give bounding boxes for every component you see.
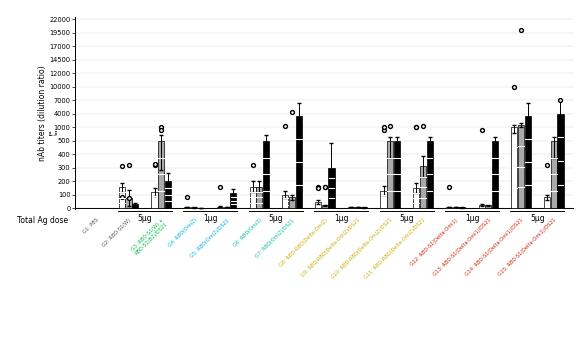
Bar: [289, 197, 295, 208]
Bar: [426, 141, 433, 208]
Text: Total Ag dose: Total Ag dose: [17, 216, 68, 225]
Bar: [525, 116, 531, 208]
Bar: [361, 207, 367, 208]
Bar: [446, 207, 452, 208]
Bar: [282, 195, 288, 208]
Bar: [249, 187, 256, 208]
Bar: [256, 187, 263, 208]
Text: G13: RBD-S1(Delta-Omi1)/DS21: G13: RBD-S1(Delta-Omi1)/DS21: [432, 218, 492, 277]
Text: 5μg: 5μg: [399, 214, 414, 223]
Bar: [485, 205, 491, 208]
Text: G15: RBD-S1(Delta-Omi1)/DS21: G15: RBD-S1(Delta-Omi1)/DS21: [498, 218, 557, 277]
Bar: [151, 192, 158, 208]
Text: 5μg: 5μg: [269, 214, 283, 223]
Text: G2: RBD-S1(W): G2: RBD-S1(W): [102, 218, 132, 248]
Y-axis label: nAb titers (dilution ratio): nAb titers (dilution ratio): [38, 65, 46, 161]
Bar: [263, 141, 269, 208]
Bar: [387, 141, 393, 208]
Bar: [125, 198, 132, 208]
Bar: [452, 207, 459, 208]
Bar: [459, 207, 465, 208]
Bar: [413, 188, 419, 208]
Bar: [550, 141, 557, 208]
Bar: [119, 187, 125, 208]
Text: G4: RBD(Omi2): G4: RBD(Omi2): [167, 218, 198, 248]
Bar: [328, 168, 335, 208]
Bar: [191, 207, 197, 208]
Bar: [348, 207, 354, 208]
Bar: [315, 202, 321, 208]
Bar: [165, 181, 171, 208]
Bar: [224, 207, 230, 208]
Bar: [158, 141, 164, 208]
Text: G9: RBD-RBD(Delta-Omi2)/DS21: G9: RBD-RBD(Delta-Omi2)/DS21: [300, 218, 361, 278]
Text: G5: RBD(Omi2)/DS21: G5: RBD(Omi2)/DS21: [189, 218, 230, 259]
Text: G8: RBD-RBD(Delta-Omi2): G8: RBD-RBD(Delta-Omi2): [278, 218, 328, 268]
Text: 1μg: 1μg: [465, 214, 479, 223]
Bar: [354, 207, 361, 208]
Text: 1μg: 1μg: [203, 214, 218, 223]
Bar: [296, 116, 302, 208]
Text: G14: RBD-S1(Delta-Omi1)/DS21: G14: RBD-S1(Delta-Omi1)/DS21: [465, 218, 524, 277]
Bar: [478, 205, 485, 208]
Text: G7: RBD(Omi2)/DS21: G7: RBD(Omi2)/DS21: [255, 218, 296, 259]
Bar: [492, 141, 498, 208]
Text: 1μg: 1μg: [334, 214, 349, 223]
Text: G6: RBD(Omi3): G6: RBD(Omi3): [233, 218, 263, 248]
Bar: [322, 205, 328, 208]
Text: G12: RBD-S1(Delta-Omi1): G12: RBD-S1(Delta-Omi1): [410, 218, 459, 267]
Text: G10: RBD-RBD(Delta-Omi2)/DS21: G10: RBD-RBD(Delta-Omi2)/DS21: [331, 218, 394, 280]
Bar: [184, 207, 190, 208]
Text: G3: RBD-S1(W) +
RBD-S1(B2)/DS21: G3: RBD-S1(W) + RBD-S1(B2)/DS21: [130, 218, 169, 256]
Bar: [230, 193, 237, 208]
Bar: [420, 166, 426, 208]
Text: 5μg: 5μg: [137, 214, 152, 223]
Bar: [512, 127, 517, 208]
Bar: [217, 207, 223, 208]
Bar: [380, 191, 387, 208]
Text: G11: RBD-RBD(Delta-Omi2)/DS21: G11: RBD-RBD(Delta-Omi2)/DS21: [364, 218, 426, 280]
Bar: [132, 204, 138, 208]
Text: 5μg: 5μg: [530, 214, 545, 223]
Bar: [557, 114, 564, 208]
Bar: [518, 125, 524, 208]
Bar: [544, 197, 550, 208]
Text: G1: PBS: G1: PBS: [82, 218, 99, 235]
Bar: [394, 141, 400, 208]
